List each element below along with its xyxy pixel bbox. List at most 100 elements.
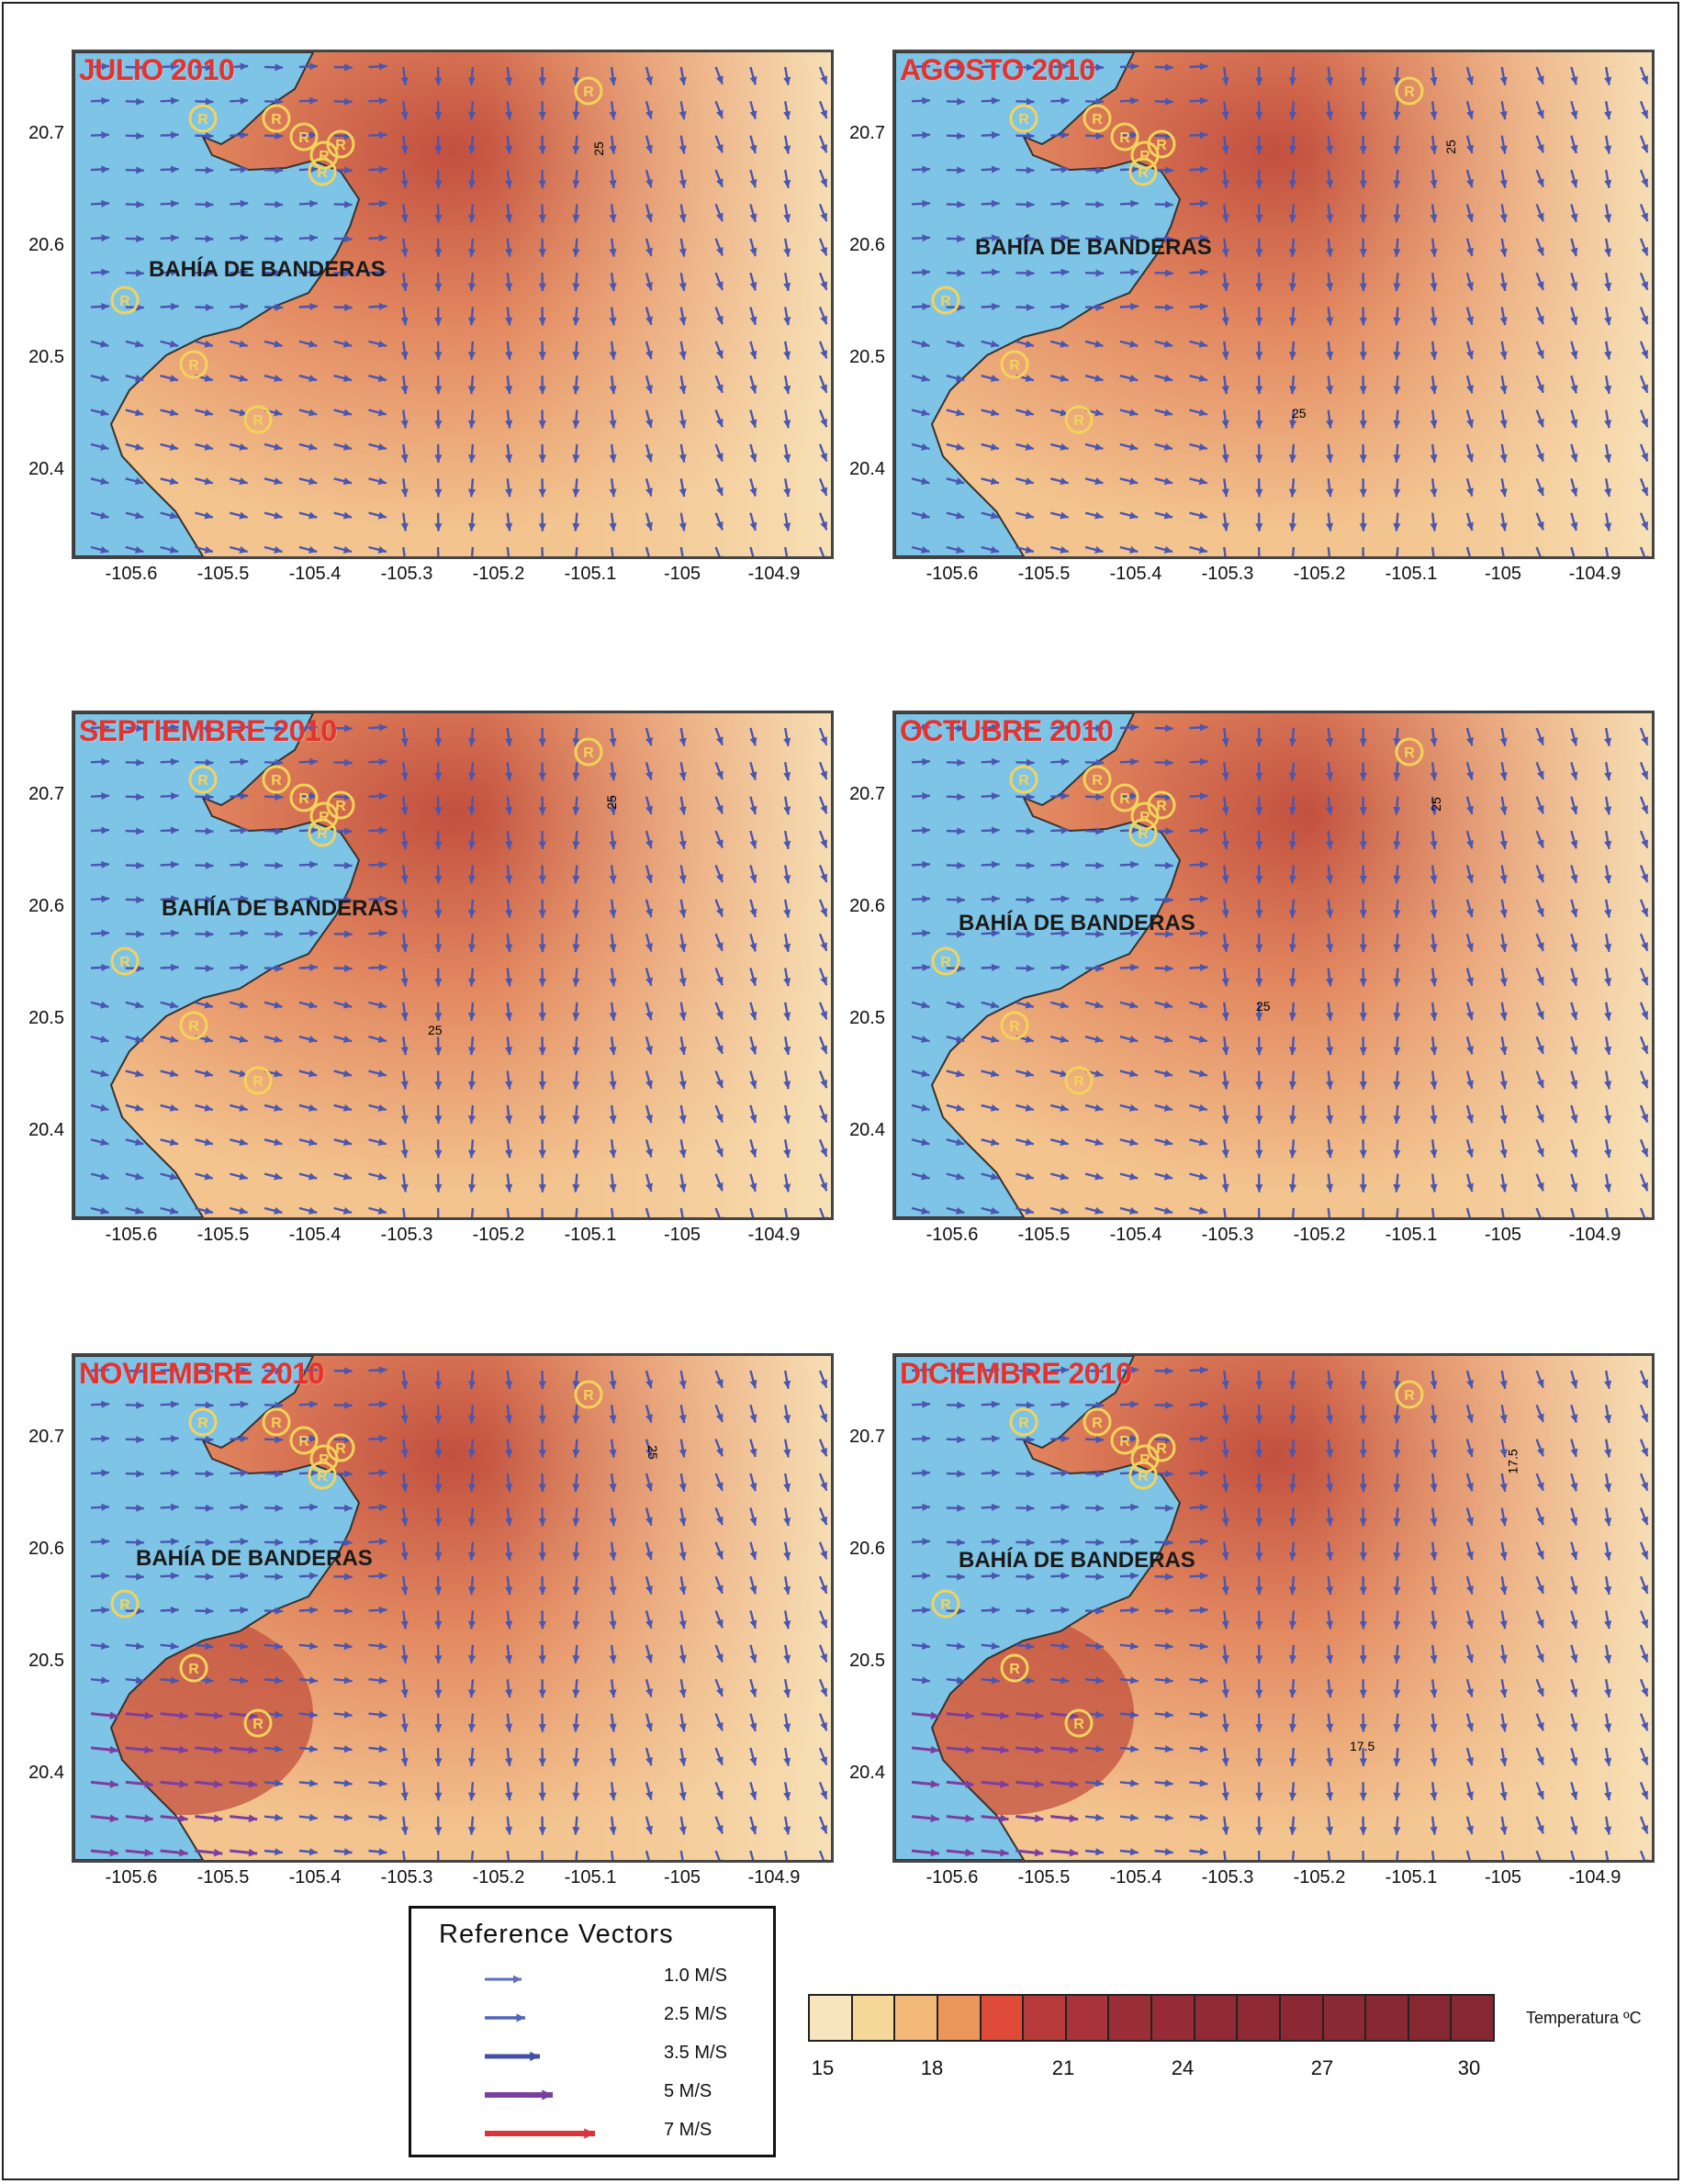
svg-text:R: R <box>298 791 309 807</box>
wind-vector <box>1535 1002 1544 1020</box>
wind-vector <box>1119 757 1139 766</box>
svg-text:R: R <box>1009 358 1020 374</box>
wind-vector <box>1119 409 1139 417</box>
wind-vector <box>1430 375 1438 395</box>
wind-vector <box>1499 443 1508 463</box>
wind-vector <box>434 238 443 257</box>
wind-vector <box>645 727 653 746</box>
wind-vector <box>1604 1507 1612 1527</box>
wind-vector <box>1189 1138 1208 1147</box>
wind-vector <box>679 830 687 849</box>
wind-vector <box>1535 899 1544 917</box>
wind-vector <box>818 1439 828 1457</box>
wind-vector <box>90 511 109 520</box>
wind-vector <box>818 761 828 780</box>
wind-vector <box>368 302 387 311</box>
legend-label: 7 M/S <box>664 2120 712 2140</box>
wind-vector <box>1430 1473 1438 1493</box>
wind-vector <box>609 899 617 918</box>
wind-vector <box>125 1814 153 1823</box>
wind-vector <box>1288 1002 1297 1021</box>
wind-vector <box>1359 341 1367 360</box>
wind-vector <box>818 1713 828 1731</box>
colorbar-cell <box>810 1996 853 2040</box>
wind-vector <box>1465 1610 1474 1630</box>
wind-vector <box>1359 1747 1367 1766</box>
wind-vector <box>195 1172 214 1181</box>
wind-vector <box>572 796 580 815</box>
wind-vector <box>911 860 931 868</box>
wind-vector <box>749 933 757 952</box>
wind-vector <box>749 1070 757 1090</box>
wind-vector <box>1326 1575 1334 1596</box>
wind-vector <box>1639 512 1649 531</box>
wind-vector <box>1570 375 1578 394</box>
wind-vector <box>1288 899 1297 918</box>
wind-vector <box>230 1606 249 1615</box>
wind-vector <box>467 1816 477 1835</box>
wind-vector <box>818 1473 828 1492</box>
wind-vector <box>1499 1507 1508 1527</box>
wind-vector <box>1221 796 1229 815</box>
wind-vector <box>125 1711 153 1719</box>
wind-vector <box>1154 235 1173 243</box>
wind-vector <box>609 1036 617 1056</box>
wind-vector <box>368 723 387 732</box>
wind-vector <box>1362 1207 1364 1217</box>
wind-vector <box>1499 169 1508 188</box>
wind-vector <box>298 895 318 903</box>
wind-vector <box>946 442 965 451</box>
x-tick-label: -105.3 <box>380 1867 433 1887</box>
svg-text:R: R <box>1138 826 1149 842</box>
wind-vector <box>1359 238 1367 257</box>
legend-arrow <box>485 2013 525 2022</box>
wind-vector <box>1326 1816 1334 1835</box>
wind-vector <box>538 831 546 850</box>
wind-vector <box>679 169 687 188</box>
wind-vector <box>1189 511 1208 520</box>
wind-vector <box>679 204 687 223</box>
wind-vector <box>506 1207 511 1217</box>
wind-vector <box>609 409 617 429</box>
wind-vector <box>783 1405 791 1424</box>
wind-vector <box>264 1641 284 1651</box>
wind-vector <box>195 1401 214 1409</box>
wind-vector <box>333 1036 353 1044</box>
wind-vector <box>264 1607 284 1615</box>
wind-vector <box>368 1070 387 1078</box>
svg-text:R: R <box>1119 791 1130 807</box>
contour-label: 25 <box>590 141 606 156</box>
y-tick-label: 20.7 <box>849 784 885 804</box>
wind-vector <box>400 1070 409 1090</box>
wind-vector <box>400 375 409 395</box>
wind-vector <box>195 200 214 208</box>
wind-vector <box>1221 1036 1229 1056</box>
wind-vector <box>333 477 353 486</box>
wind-vector <box>230 1366 249 1374</box>
wind-vector <box>1084 1779 1105 1787</box>
wind-vector <box>749 238 757 257</box>
wind-vector <box>368 757 387 766</box>
wind-vector <box>505 968 513 987</box>
station-marker: R <box>931 1589 960 1618</box>
wind-vector <box>1154 827 1173 835</box>
wind-vector <box>1049 1172 1069 1181</box>
x-tick-label: -105.6 <box>105 564 158 584</box>
temperature-colorbar <box>808 1994 1495 2042</box>
wind-vector <box>505 1816 513 1835</box>
wind-vector <box>572 1036 580 1056</box>
wind-vector <box>1604 1610 1612 1630</box>
wind-vector <box>195 269 214 277</box>
wind-vector <box>229 375 248 383</box>
wind-vector <box>434 1507 443 1527</box>
wind-vector <box>645 512 653 532</box>
wind-vector <box>470 1850 475 1860</box>
wind-vector <box>1326 272 1334 292</box>
wind-vector <box>1465 796 1474 815</box>
x-tick-label: -105.4 <box>288 1867 342 1887</box>
wind-vector <box>1119 1606 1139 1615</box>
wind-vector <box>264 1401 284 1409</box>
wind-vector <box>1189 442 1208 451</box>
wind-vector <box>572 1679 580 1698</box>
